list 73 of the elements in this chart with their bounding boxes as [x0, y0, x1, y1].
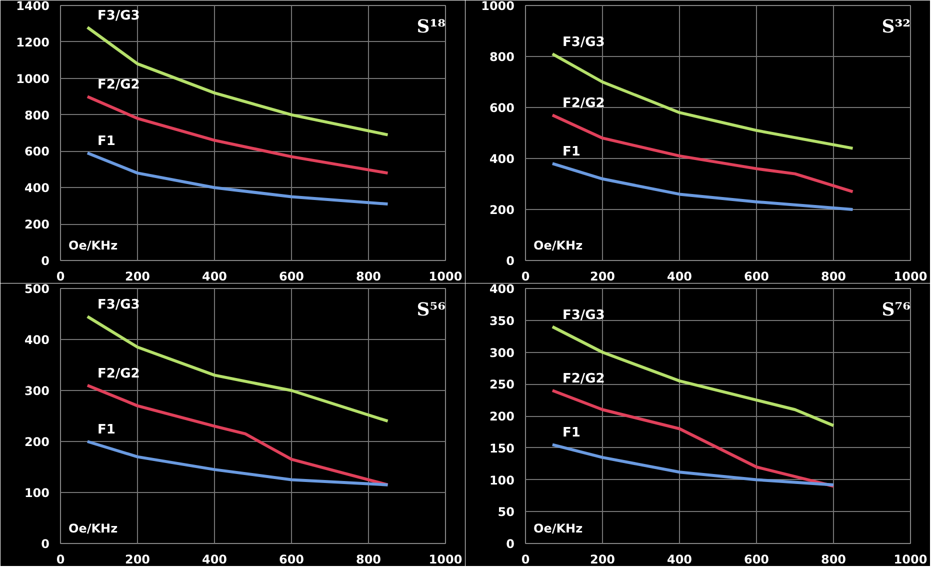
x-tick-label: 1000: [894, 552, 928, 566]
y-tick-label: 350: [489, 314, 515, 328]
x-tick-label: 400: [202, 552, 228, 566]
series-label: F1: [562, 426, 580, 441]
text: S³²: [882, 16, 911, 38]
y-tick-label: 0: [41, 537, 50, 551]
series-label: F2/G2: [562, 96, 605, 112]
annotation: Oe/KHz: [68, 522, 118, 536]
y-tick-label: 200: [489, 203, 515, 217]
y-tick-label: 0: [506, 254, 515, 268]
x-tick-label: 600: [744, 552, 770, 566]
y-tick-label: 150: [489, 441, 515, 456]
series-label: F2/G2: [97, 78, 140, 93]
x-tick-label: 0: [56, 552, 65, 566]
y-tick-label: 200: [489, 410, 515, 424]
x-tick-label: 1000: [428, 552, 462, 566]
y-tick-label: 1000: [481, 0, 515, 13]
x-tick-label: 200: [124, 552, 150, 566]
x-tick-label: 200: [590, 552, 616, 566]
y-tick-label: 50: [498, 505, 515, 520]
y-tick-label: 1200: [16, 35, 50, 50]
text: S⁷⁶: [882, 300, 911, 320]
y-tick-label: 400: [489, 152, 515, 166]
x-tick-label: 0: [521, 270, 530, 284]
series-label: F2/G2: [97, 366, 140, 382]
x-tick-label: 800: [356, 270, 382, 284]
y-tick-label: 400: [24, 333, 50, 347]
series-label: F3/G3: [97, 298, 140, 313]
annotation: Oe/KHz: [534, 238, 583, 252]
x-tick-label: 200: [124, 270, 150, 284]
y-tick-label: 800: [489, 50, 515, 64]
x-tick-label: 0: [521, 552, 530, 566]
series-label: F3/G3: [562, 308, 605, 323]
y-tick-label: 500: [24, 282, 50, 296]
y-tick-label: 400: [24, 181, 50, 196]
x-tick-label: 1000: [428, 270, 462, 284]
x-tick-label: 600: [278, 270, 304, 284]
x-tick-label: 600: [278, 552, 304, 566]
x-tick-label: 600: [744, 270, 770, 284]
y-tick-label: 400: [489, 282, 515, 296]
y-tick-label: 1000: [16, 72, 50, 86]
text: S⁵⁶: [416, 300, 446, 320]
y-tick-label: 800: [24, 108, 50, 122]
series-label: F3/G3: [562, 34, 605, 50]
x-tick-label: 400: [202, 270, 228, 284]
y-tick-label: 0: [506, 537, 515, 551]
x-tick-label: 200: [590, 270, 616, 284]
y-tick-label: 250: [489, 378, 515, 392]
series-label: F2/G2: [562, 372, 605, 386]
x-tick-label: 800: [820, 270, 846, 284]
y-tick-label: 300: [489, 346, 515, 360]
x-tick-label: 800: [820, 552, 846, 566]
y-tick-label: 300: [24, 384, 50, 398]
x-tick-label: 400: [666, 270, 692, 284]
series-label: F1: [562, 144, 580, 160]
y-tick-label: 1400: [16, 0, 50, 13]
y-tick-label: 0: [41, 254, 50, 268]
x-tick-label: 0: [56, 270, 65, 284]
y-tick-label: 100: [489, 473, 515, 488]
y-tick-label: 600: [24, 144, 50, 159]
y-tick-label: 600: [489, 101, 515, 115]
text: S¹⁸: [416, 16, 446, 38]
x-tick-label: 400: [666, 552, 692, 566]
y-tick-label: 100: [24, 486, 50, 500]
y-tick-label: 200: [24, 435, 50, 449]
series-label: F1: [97, 134, 116, 150]
annotation: Oe/KHz: [534, 522, 583, 536]
series-label: F1: [97, 422, 116, 438]
series-label: F3/G3: [97, 8, 140, 24]
annotation: Oe/KHz: [68, 238, 118, 252]
x-tick-label: 800: [356, 552, 382, 566]
y-tick-label: 200: [24, 218, 50, 232]
x-tick-label: 1000: [894, 270, 928, 284]
